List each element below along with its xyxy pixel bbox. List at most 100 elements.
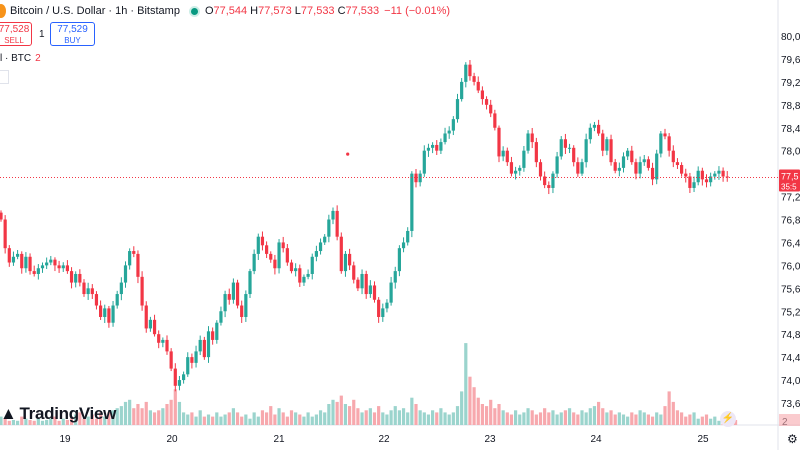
- volume-bar: [617, 412, 621, 425]
- volume-bar: [294, 412, 298, 425]
- y-tick-label: 77,2: [781, 193, 800, 204]
- gear-icon[interactable]: ⚙: [787, 432, 798, 446]
- sell-button[interactable]: 77,528 SELL: [0, 22, 32, 46]
- volume-bar: [24, 418, 28, 425]
- x-tick-label: 24: [590, 434, 602, 445]
- volume-bar: [418, 410, 422, 425]
- volume-bar: [65, 419, 69, 425]
- y-tick-label: 76,8: [781, 216, 800, 227]
- volume-bar: [372, 412, 377, 425]
- candle-body: [605, 139, 609, 151]
- volume-bar: [177, 401, 182, 425]
- volume-bar: [733, 419, 738, 425]
- candle-body: [40, 265, 45, 269]
- candle-body: [497, 127, 501, 157]
- volume-bar: [227, 412, 231, 425]
- candle-body: [327, 219, 331, 237]
- y-tick-label: 78,0: [781, 147, 800, 158]
- volume-bar: [45, 419, 49, 425]
- candle-body: [356, 279, 360, 289]
- candle-body: [626, 150, 630, 157]
- volume-bar: [447, 414, 451, 425]
- volume-bar: [514, 410, 518, 425]
- volume-bar: [642, 412, 646, 425]
- volume-bar: [248, 418, 252, 425]
- volume-bar: [86, 416, 90, 425]
- candle-body: [74, 273, 78, 283]
- last-price-tag[interactable]: [779, 169, 800, 192]
- buy-button[interactable]: 77,529 BUY: [50, 22, 95, 46]
- volume-bar: [128, 399, 132, 425]
- volume-bar: [219, 416, 223, 425]
- y-tick-label: 75,6: [781, 284, 800, 295]
- volume-bar: [609, 410, 613, 425]
- volume-bar: [538, 412, 543, 425]
- volume-legend-label: l · BTC: [0, 53, 32, 64]
- volume-bar: [198, 410, 202, 425]
- volume-bar: [40, 420, 45, 425]
- candle-body: [310, 256, 314, 274]
- volume-bar: [119, 406, 123, 425]
- last-price-tag-value: 77,5: [781, 171, 799, 181]
- candle-body: [343, 253, 348, 272]
- candle-body: [235, 282, 240, 306]
- low-value: 77,533: [300, 5, 335, 17]
- collapse-legend-toggle[interactable]: [0, 70, 9, 84]
- volume-bar: [240, 416, 244, 425]
- candle-body: [684, 173, 688, 177]
- volume-bar: [431, 410, 435, 425]
- low-label: L: [294, 5, 301, 17]
- open-label: O: [204, 5, 214, 17]
- symbol-title[interactable]: Bitcoin / U.S. Dollar · 1h · Bitstamp: [10, 5, 180, 17]
- candle-body: [24, 256, 28, 269]
- volume-bar: [273, 414, 277, 425]
- volume-bar: [107, 412, 111, 425]
- candle-body: [20, 253, 24, 269]
- volume-bar: [74, 414, 78, 425]
- market-status-icon[interactable]: [188, 5, 200, 17]
- y-tick-label: 80,0: [781, 32, 800, 43]
- volume-bar: [704, 414, 709, 425]
- volume-legend[interactable]: l · BTC 2: [0, 53, 41, 64]
- candle-body: [671, 150, 675, 163]
- candle-body: [563, 139, 567, 148]
- tradingview-logo[interactable]: ▲ TradingView: [0, 404, 116, 424]
- buy-price: 77,529: [57, 24, 88, 35]
- x-tick-label: 23: [484, 434, 496, 445]
- volume-bar: [505, 412, 509, 425]
- volume-bar: [572, 412, 576, 425]
- volume-bar: [443, 412, 447, 425]
- volume-bar: [464, 343, 468, 425]
- candle-body: [484, 99, 489, 105]
- candle-body: [169, 351, 173, 369]
- volume-bar: [20, 416, 24, 425]
- candle-body: [36, 268, 40, 274]
- lightning-icon[interactable]: ⚡: [720, 411, 736, 427]
- x-tick-label: 19: [59, 434, 71, 445]
- volume-bar: [343, 404, 348, 425]
- candle-body: [99, 305, 103, 317]
- candle-body: [123, 265, 128, 283]
- candle-body: [269, 253, 273, 260]
- volume-bar: [588, 408, 592, 425]
- y-tick-label: 74,0: [781, 376, 800, 387]
- volume-bar: [215, 412, 219, 425]
- volume-bar: [626, 416, 630, 425]
- candle-body: [177, 380, 182, 386]
- candle-body: [472, 76, 476, 82]
- volume-bar: [281, 412, 285, 425]
- volume-bar: [621, 414, 626, 425]
- volume-bar: [94, 418, 99, 425]
- volume-bar: [580, 410, 584, 425]
- candle-body: [223, 294, 227, 312]
- candle-body: [597, 124, 601, 134]
- volume-bar: [385, 414, 389, 425]
- volume-bar: [480, 404, 484, 425]
- candle-body: [140, 276, 144, 306]
- volume-bar: [16, 420, 20, 425]
- volume-bar: [157, 410, 161, 425]
- volume-bar: [377, 406, 381, 425]
- candle-body: [231, 282, 235, 300]
